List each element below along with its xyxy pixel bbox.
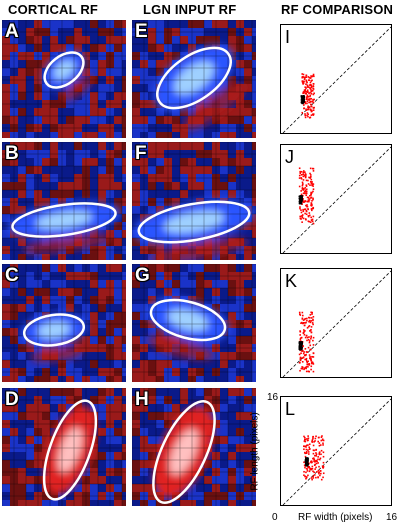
panel-lgn-f: F [132,142,256,260]
scatter-i [282,26,392,134]
comparison-plot-k: K [280,268,392,378]
receptive-field-map-d [2,388,126,506]
panel-cortical-d: D [2,388,126,506]
panel-label-b: B [5,143,19,164]
scatter-l [282,398,392,506]
panel-lgn-e: E [132,20,256,138]
panel-label-c: C [5,265,19,286]
panel-label-k: K [285,271,298,291]
receptive-field-map-c [2,264,126,382]
panel-label-f: F [135,143,147,164]
receptive-field-map-g [132,264,256,382]
panel-cortical-a: A [2,20,126,138]
panel-label-d: D [5,389,19,410]
receptive-field-map-h [132,388,256,506]
x-axis-label: RF width (pixels) [298,512,373,523]
panel-label-e: E [135,21,148,42]
scatter-j [282,146,392,254]
y-axis-max-label: 16 [267,392,279,403]
header-lgn-input-rf: LGN INPUT RF [143,2,237,17]
panel-cortical-b: B [2,142,126,260]
panel-lgn-g: G [132,264,256,382]
header-cortical-rf: CORTICAL RF [8,2,99,17]
panel-label-l: L [285,399,296,419]
scatter-k [282,270,392,378]
receptive-field-map-b [2,142,126,260]
panel-label-j: J [285,147,294,167]
panel-label-g: G [135,265,150,286]
comparison-plot-i: I [280,24,392,134]
receptive-field-map-f [132,142,256,260]
panel-cortical-c: C [2,264,126,382]
x-axis-min-label: 0 [272,512,278,523]
panel-lgn-h: H [132,388,256,506]
comparison-plot-l: L [280,396,392,506]
comparison-plot-j: J [280,144,392,254]
panel-label-i: I [285,27,291,47]
panel-label-h: H [135,389,149,410]
panel-label-a: A [5,21,19,42]
header-rf-comparison: RF COMPARISON [281,2,394,17]
y-axis-label: RF length (pixels) [249,412,261,491]
receptive-field-map-a [2,20,126,138]
receptive-field-map-e [132,20,256,138]
x-axis-max-label: 16 [386,512,398,523]
